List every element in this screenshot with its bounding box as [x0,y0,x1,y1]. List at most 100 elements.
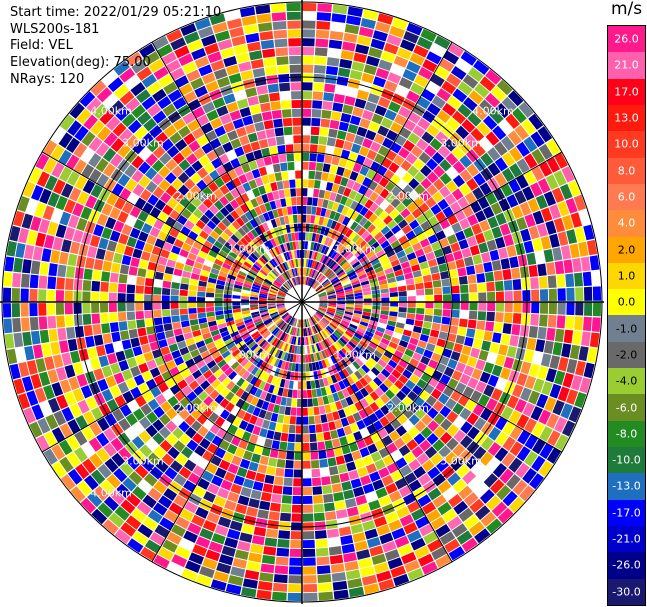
velocity-gate [465,265,476,276]
velocity-gate [420,220,431,231]
velocity-gate [326,57,340,67]
velocity-gate [327,291,336,296]
velocity-gate [429,265,440,274]
velocity-gate [548,302,557,315]
velocity-gate [384,329,394,337]
velocity-gate [425,295,434,302]
velocity-gate [427,234,438,245]
velocity-gate [406,202,418,213]
velocity-gate [345,306,354,310]
velocity-gate [396,280,406,287]
velocity-gate [322,101,333,111]
velocity-gate [332,102,344,112]
velocity-gate [486,311,495,322]
velocity-gate [321,265,328,274]
velocity-gate [391,17,409,30]
velocity-gate [543,340,554,354]
velocity-gate [435,131,449,145]
velocity-gate [325,74,337,84]
velocity-gate [336,293,345,297]
velocity-gate [495,354,506,367]
velocity-gate [438,58,455,72]
velocity-gate [376,326,386,333]
velocity-gate [575,302,584,316]
velocity-gate [390,197,401,209]
velocity-gate [335,311,344,316]
velocity-gate [591,270,601,286]
velocity-gate [327,294,336,298]
velocity-gate [324,236,331,246]
colorbar-tick-label: -2.0 [615,348,638,362]
velocity-gate [450,351,461,362]
velocity-gate [340,247,349,256]
velocity-gate [591,317,601,333]
velocity-gate [452,160,466,174]
velocity-gate [479,182,492,196]
velocity-gate [516,216,528,231]
velocity-gate [479,219,491,232]
colorbar-tick-label: -17.0 [612,506,641,520]
velocity-gate [374,105,387,117]
velocity-gate [317,198,324,207]
velocity-gate [557,302,566,315]
velocity-gate [340,112,352,123]
velocity-gate [374,206,384,217]
velocity-gate [416,96,431,110]
velocity-gate [398,77,413,90]
colorbar-tick-label: -1.0 [615,322,638,336]
velocity-gate [509,335,519,347]
velocity-gate [400,208,411,219]
velocity-gate [416,289,425,296]
velocity-gate [302,73,313,82]
velocity-gate [461,345,472,356]
velocity-gate [572,330,582,345]
velocity-gate [504,290,513,302]
velocity-gate [387,277,396,284]
velocity-gate [566,302,575,316]
velocity-gate [362,287,371,293]
velocity-gate [509,256,519,268]
velocity-gate [392,264,402,272]
velocity-gate [402,329,412,337]
velocity-gate [493,270,503,281]
velocity-gate [565,315,575,330]
velocity-gate [311,233,317,242]
velocity-gate [415,313,424,321]
velocity-gate [353,289,363,294]
velocity-gate [348,189,358,200]
velocity-gate [310,126,320,136]
velocity-gate [438,263,448,273]
velocity-gate [370,38,386,50]
velocity-gate [583,224,595,241]
velocity-gate [309,259,314,268]
velocity-gate [574,226,586,243]
velocity-gate [374,195,385,206]
velocity-gate [321,109,332,119]
velocity-gate [354,192,363,203]
velocity-gate [314,64,326,74]
velocity-gate [310,135,319,144]
velocity-gate [579,377,591,394]
velocity-gate [540,353,552,367]
velocity-gate [325,286,334,292]
colorbar-tick-label: 17.0 [614,85,639,99]
velocity-gate [308,268,313,277]
velocity-gate [361,243,370,252]
velocity-gate [502,323,512,335]
velocity-gate [318,291,326,296]
velocity-gate [565,197,578,214]
velocity-gate [349,171,359,181]
velocity-gate [344,311,353,316]
velocity-gate [442,294,452,302]
velocity-gate [307,277,312,286]
velocity-gate [302,197,308,206]
velocity-gate [367,237,377,247]
velocity-gate [334,286,344,291]
velocity-gate [308,170,316,180]
velocity-gate [398,219,409,229]
velocity-gate [509,163,523,178]
velocity-gate [377,275,387,282]
velocity-gate [307,259,311,268]
velocity-gate [536,223,549,238]
velocity-gate [470,127,485,142]
